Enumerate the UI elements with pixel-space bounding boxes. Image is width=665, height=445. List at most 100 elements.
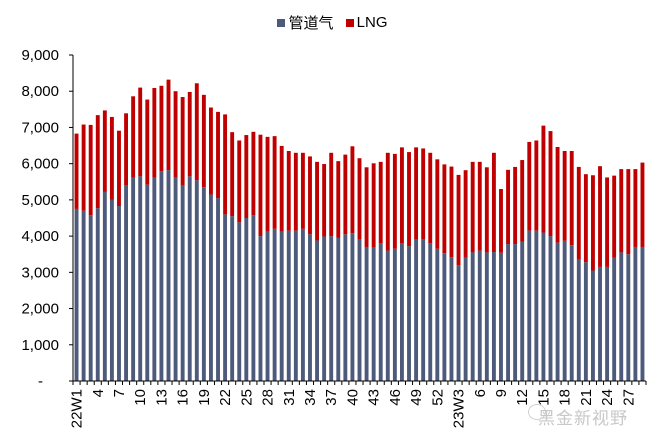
bar-segment <box>95 208 100 381</box>
bar-segment <box>534 230 539 381</box>
bar-segment <box>308 156 312 235</box>
y-tick-label: 5,000 <box>21 192 59 209</box>
bar-segment <box>520 160 525 242</box>
bar-segment <box>590 270 595 381</box>
bar-segment <box>251 131 256 216</box>
y-axis: - 1,000 2,000 3,000 4,000 5,000 6,000 7,000 8,00… <box>21 47 74 390</box>
bar-segment <box>173 177 178 381</box>
bar-segment <box>619 169 624 253</box>
bar-segment <box>407 152 411 247</box>
x-tick-label: 21 <box>578 389 595 406</box>
bar-segment <box>506 169 511 245</box>
bar-segment <box>449 166 454 258</box>
bar-segment <box>138 87 143 177</box>
legend-swatch-pipeline <box>277 18 286 27</box>
bar-segment <box>371 247 376 381</box>
x-tick-label: 22W1 <box>69 389 86 428</box>
bar-segment <box>279 231 284 381</box>
bar-segment <box>499 189 503 253</box>
bar-segment <box>541 125 546 233</box>
bar-segment <box>541 232 546 381</box>
bar-segment <box>315 240 320 381</box>
bar-segment <box>640 162 645 247</box>
bar-segment <box>463 257 468 381</box>
bar-segment <box>223 114 228 215</box>
bar-segment <box>378 243 383 381</box>
x-tick-label: 6 <box>472 389 489 397</box>
bar-segment <box>230 216 235 381</box>
bar-segment <box>484 167 489 253</box>
bar-segment <box>640 246 645 381</box>
bar-segment <box>583 262 588 381</box>
bar-segment <box>279 145 284 232</box>
bar-segment <box>513 244 518 381</box>
bar-segment <box>223 214 228 381</box>
bar-segment <box>421 239 426 381</box>
bar-segment <box>265 136 270 232</box>
bar-segment <box>357 158 362 240</box>
y-tick-label: 1,000 <box>21 337 59 354</box>
bar-segment <box>166 79 171 171</box>
x-tick-label: 46 <box>387 389 404 406</box>
bar-segment <box>399 147 404 244</box>
bar-segment <box>633 169 638 247</box>
bar-segment <box>343 234 348 381</box>
bar-segment <box>208 194 213 381</box>
bar-segment <box>187 91 192 177</box>
bar-segment <box>605 266 610 381</box>
bar-segment <box>336 237 341 381</box>
x-tick-label: 22 <box>217 389 234 406</box>
x-tick-label: 37 <box>323 389 340 406</box>
bar-segment <box>513 166 518 245</box>
bar-segment <box>414 239 419 381</box>
bar-segment <box>88 215 93 381</box>
bar-segment <box>152 177 157 381</box>
bar-segment <box>576 259 581 381</box>
legend-item-lng: LNG <box>345 14 388 31</box>
x-tick-label: 31 <box>281 389 298 406</box>
bar-segment <box>109 116 114 200</box>
bar-segment <box>491 252 496 381</box>
bar-segment <box>237 222 242 381</box>
bar-segment <box>124 185 129 381</box>
bar-segment <box>329 152 334 237</box>
bar-segment <box>364 167 369 247</box>
y-tick-label: 3,000 <box>21 264 59 281</box>
bar-segment <box>590 175 595 271</box>
bar-segment <box>117 130 121 207</box>
x-tick-label: 12 <box>514 389 531 406</box>
bar-segment <box>612 175 617 258</box>
legend-swatch-lng <box>345 18 354 27</box>
bar-segment <box>378 161 383 244</box>
y-tick-label: - <box>38 373 43 390</box>
bar-segment <box>399 243 404 381</box>
bar-segment <box>477 161 482 251</box>
x-tick-label: 4 <box>90 389 107 397</box>
bar-segment <box>583 174 588 263</box>
bar-segment <box>81 210 86 381</box>
x-tick-label: 52 <box>429 389 446 406</box>
bar-segment <box>520 241 525 381</box>
bar-segment <box>145 184 150 381</box>
bar-segment <box>442 253 447 381</box>
bar-segment <box>506 244 511 381</box>
bar-segment <box>272 228 277 381</box>
bar-segment <box>562 240 567 381</box>
bar-segment <box>435 159 440 249</box>
bar-segment <box>173 91 178 178</box>
bar-segment <box>371 163 376 248</box>
bar-segment <box>88 124 93 216</box>
bar-segment <box>258 134 263 237</box>
y-tick-label: 2,000 <box>21 301 59 318</box>
bar-segment <box>201 94 206 188</box>
legend-label-pipeline: 管道气 <box>288 15 334 32</box>
x-tick-label: 43 <box>366 389 383 406</box>
bar-segment <box>534 140 539 231</box>
bar-segment <box>293 152 298 231</box>
x-tick-label: 15 <box>535 389 552 406</box>
bar-segment <box>385 152 390 251</box>
bar-segment <box>569 245 574 381</box>
bar-segment <box>166 170 171 381</box>
bar-segment <box>286 230 291 381</box>
bar-segment <box>201 187 206 381</box>
